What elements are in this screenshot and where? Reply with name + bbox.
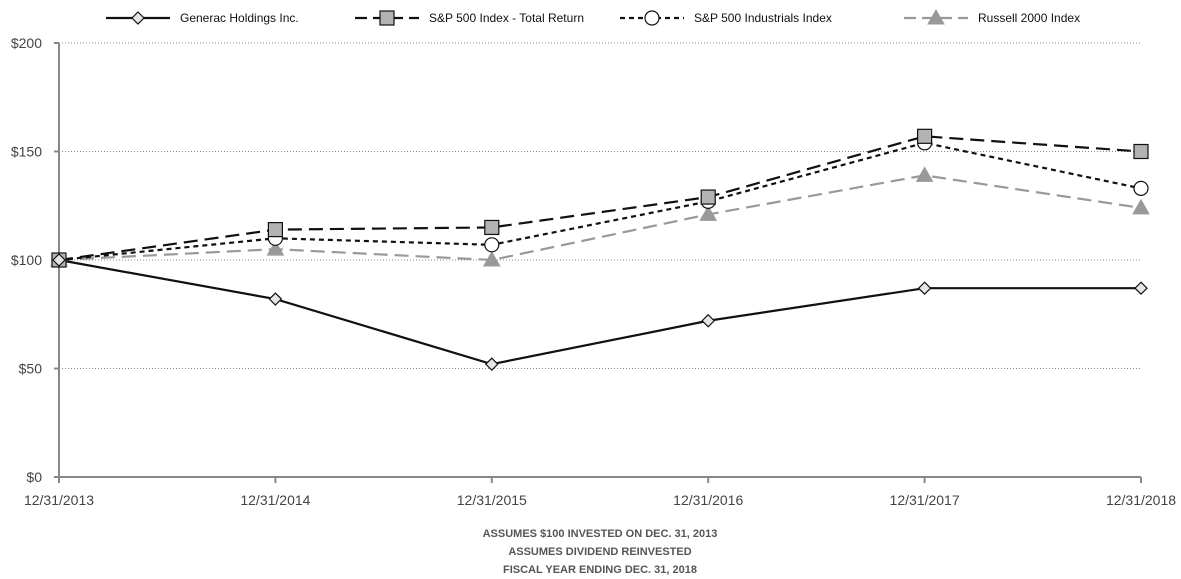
- series-markers: [52, 253, 1148, 372]
- chart-annotation: FISCAL YEAR ENDING DEC. 31, 2018: [503, 564, 697, 576]
- series-line: [58, 135, 1142, 262]
- legend-marker: [379, 10, 395, 26]
- data-point: [1132, 198, 1150, 215]
- data-point: [52, 253, 66, 267]
- data-point: [268, 292, 283, 306]
- series-line: [58, 141, 1142, 262]
- legend: Generac Holdings Inc. S&P 500 Index - Tot…: [106, 8, 1080, 26]
- data-point: [915, 166, 934, 182]
- series-line: [58, 174, 1142, 262]
- y-tick-label: $150: [11, 144, 42, 160]
- legend-marker: [644, 10, 660, 26]
- data-point: [1133, 180, 1149, 196]
- series-line: [58, 258, 1141, 366]
- x-tick-label: 12/31/2014: [240, 492, 310, 508]
- x-tick-label: 12/31/2018: [1106, 492, 1176, 508]
- data-point: [699, 205, 718, 221]
- data-point: [266, 240, 285, 256]
- data-point: [701, 313, 716, 328]
- legend-label: Russell 2000 Index: [978, 11, 1080, 25]
- y-tick-label: $50: [19, 361, 43, 377]
- data-point: [916, 128, 933, 144]
- series-markers: [51, 128, 1149, 268]
- data-point: [1134, 281, 1148, 296]
- legend-label: S&P 500 Index - Total Return: [429, 11, 584, 25]
- data-point: [1133, 143, 1149, 160]
- data-point: [267, 222, 283, 238]
- legend-marker: [131, 11, 145, 25]
- data-point: [484, 357, 499, 372]
- y-tick-label: $100: [11, 252, 42, 268]
- x-tick-label: 12/31/2017: [890, 492, 960, 508]
- legend-label: S&P 500 Industrials Index: [694, 11, 832, 25]
- chart-annotation: ASSUMES DIVIDEND REINVESTED: [508, 546, 691, 558]
- data-point: [484, 237, 500, 253]
- data-point: [484, 219, 500, 236]
- y-tick-label: $0: [26, 469, 42, 485]
- legend-marker: [927, 8, 945, 25]
- data-point: [917, 281, 932, 296]
- data-point: [482, 250, 501, 267]
- legend-label: Generac Holdings Inc.: [180, 11, 299, 25]
- y-tick-label: $200: [11, 35, 42, 51]
- x-tick-label: 12/31/2016: [673, 492, 743, 508]
- x-tick-label: 12/31/2015: [457, 492, 527, 508]
- gridlines: [59, 42, 1141, 369]
- data-point: [700, 189, 716, 205]
- chart-annotation: ASSUMES $100 INVESTED ON DEC. 31, 2013: [483, 528, 718, 540]
- x-tick-label: 12/31/2013: [24, 492, 94, 508]
